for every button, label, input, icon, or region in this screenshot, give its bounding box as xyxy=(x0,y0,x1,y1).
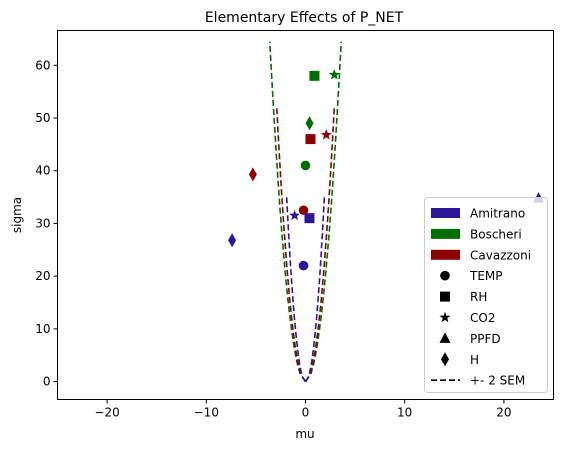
legend-swatch-boscheri xyxy=(431,228,460,239)
sem-line-boscheri-right xyxy=(304,41,342,383)
plot-area xyxy=(228,41,545,383)
legend-marker-temp xyxy=(440,270,450,281)
legend-marker-co2 xyxy=(439,311,451,323)
y-tick-label: 50 xyxy=(35,111,50,125)
sem-line-amitrano-left xyxy=(285,197,307,383)
x-tick-label: 0 xyxy=(302,406,310,420)
legend-swatch-cavazzoni xyxy=(431,249,460,260)
point-boscheri-temp xyxy=(300,160,311,171)
legend-marker-rh xyxy=(440,291,450,302)
legend: Amitrano Boscheri Cavazzoni TEMP RH CO2 PPFD H +… xyxy=(424,197,548,393)
y-axis: 0 10 20 30 40 50 60 xyxy=(35,58,58,389)
sem-line-cavazzoni-left xyxy=(275,107,307,383)
point-boscheri-co2 xyxy=(328,69,340,80)
y-tick-label: 40 xyxy=(35,164,50,178)
y-tick-label: 10 xyxy=(35,322,50,336)
legend-box xyxy=(424,197,548,393)
x-axis-label: mu xyxy=(295,427,314,441)
sem-line-cavazzoni-right xyxy=(304,107,336,383)
legend-label: H xyxy=(470,353,479,367)
sem-line-amitrano-right xyxy=(304,197,326,383)
y-tick-label: 30 xyxy=(35,216,50,230)
y-axis-label: sigma xyxy=(10,197,24,233)
point-amitrano-temp xyxy=(298,260,309,271)
point-cavazzoni-h xyxy=(248,167,257,182)
y-tick-label: 20 xyxy=(35,269,50,283)
x-tick-label: −10 xyxy=(194,406,219,420)
y-tick-label: 0 xyxy=(43,375,51,389)
x-axis: −20 −10 0 10 20 xyxy=(94,399,512,420)
legend-label: +- 2 SEM xyxy=(470,374,525,388)
x-tick-label: 10 xyxy=(397,406,412,420)
point-amitrano-h xyxy=(228,233,237,248)
x-tick-label: −20 xyxy=(94,406,119,420)
legend-label: RH xyxy=(470,290,487,304)
point-amitrano-co2 xyxy=(289,209,301,221)
point-cavazzoni-co2 xyxy=(320,129,332,140)
point-cavazzoni-temp xyxy=(298,205,309,216)
x-tick-label: 20 xyxy=(496,406,511,420)
legend-label: Boscheri xyxy=(470,227,522,241)
sem-line-boscheri-left xyxy=(269,41,307,383)
legend-label: PPFD xyxy=(470,332,501,346)
legend-marker-ppfd xyxy=(439,332,451,343)
legend-swatch-amitrano xyxy=(431,208,460,218)
y-tick-label: 60 xyxy=(35,58,50,72)
legend-label: Amitrano xyxy=(470,207,525,221)
point-cavazzoni-rh xyxy=(305,134,316,145)
legend-label: Cavazzoni xyxy=(470,248,531,262)
point-amitrano-rh xyxy=(304,213,315,224)
legend-label: TEMP xyxy=(469,269,503,283)
chart-title: Elementary Effects of P_NET xyxy=(205,10,404,26)
legend-marker-h xyxy=(441,352,449,367)
point-boscheri-h xyxy=(305,116,314,131)
point-boscheri-rh xyxy=(309,70,320,81)
legend-label: CO2 xyxy=(470,311,495,325)
